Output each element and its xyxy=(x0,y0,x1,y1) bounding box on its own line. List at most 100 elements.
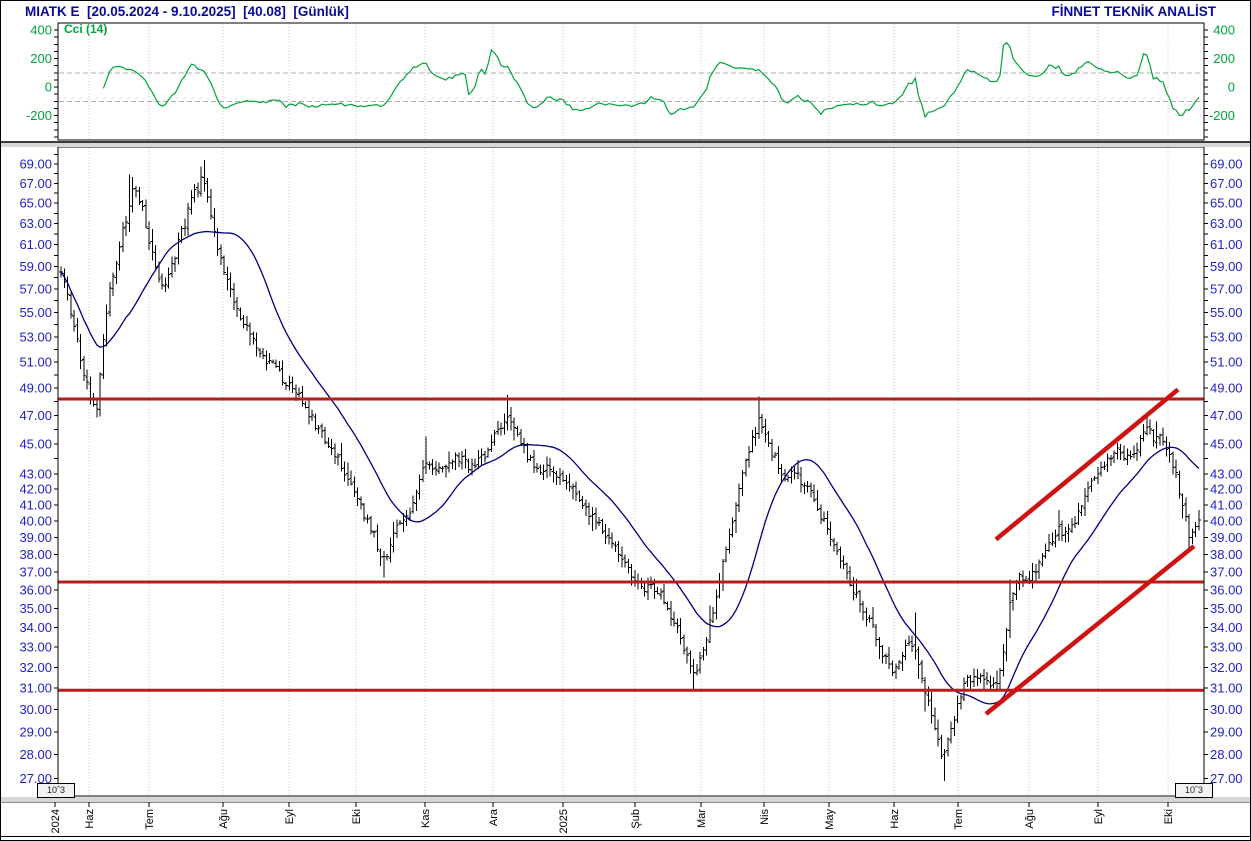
svg-text:Tem: Tem xyxy=(144,809,156,830)
svg-text:37.00: 37.00 xyxy=(1210,565,1243,580)
svg-text:33.00: 33.00 xyxy=(19,640,52,655)
time-axis: 2024 Haz Tem Ağu Eyl Eki Kas Ara 2025 Şub Mar Nis Ma… xyxy=(50,802,1175,833)
svg-text:41.00: 41.00 xyxy=(1210,497,1243,512)
svg-text:-200: -200 xyxy=(1209,108,1235,123)
svg-text:37.00: 37.00 xyxy=(19,565,52,580)
svg-text:43.00: 43.00 xyxy=(19,466,52,481)
svg-text:Ağu: Ağu xyxy=(218,809,230,829)
svg-text:29.00: 29.00 xyxy=(1210,724,1243,739)
svg-text:Şub: Şub xyxy=(630,809,642,829)
svg-text:Ara: Ara xyxy=(488,808,500,826)
svg-text:40.00: 40.00 xyxy=(19,514,52,529)
svg-text:36.00: 36.00 xyxy=(1210,583,1243,598)
svg-text:40.00: 40.00 xyxy=(1210,514,1243,529)
cci-line xyxy=(102,41,1200,119)
svg-text:0: 0 xyxy=(45,80,52,95)
svg-text:63.00: 63.00 xyxy=(19,216,52,231)
svg-text:0: 0 xyxy=(1228,80,1235,95)
svg-text:49.00: 49.00 xyxy=(1210,381,1243,396)
svg-text:Mar: Mar xyxy=(696,809,708,828)
svg-text:42.00: 42.00 xyxy=(19,482,52,497)
price-axis: 69.00 69.00 67.00 67.00 65.00 65.00 63.00 63.00… xyxy=(19,154,1243,786)
svg-text:69.00: 69.00 xyxy=(19,157,52,172)
svg-text:36.00: 36.00 xyxy=(19,583,52,598)
svg-text:69.00: 69.00 xyxy=(1210,157,1243,172)
svg-text:30.00: 30.00 xyxy=(19,702,52,717)
svg-text:Eki: Eki xyxy=(1163,809,1175,824)
svg-text:61.00: 61.00 xyxy=(19,237,52,252)
svg-text:45.00: 45.00 xyxy=(1210,436,1243,451)
svg-text:61.00: 61.00 xyxy=(1210,237,1243,252)
cci-guides xyxy=(59,72,1203,102)
svg-text:53.00: 53.00 xyxy=(1210,329,1243,344)
panel-frames xyxy=(1,22,1250,837)
svg-text:2024: 2024 xyxy=(50,809,62,833)
svg-text:57.00: 57.00 xyxy=(1210,282,1243,297)
svg-text:29.00: 29.00 xyxy=(19,724,52,739)
svg-text:Tem: Tem xyxy=(953,809,965,830)
svg-text:39.00: 39.00 xyxy=(19,530,52,545)
chart-title: MIATK E [20.05.2024 - 9.10.2025] [40.08]… xyxy=(25,4,349,19)
svg-text:32.00: 32.00 xyxy=(1210,660,1243,675)
svg-text:400: 400 xyxy=(1213,23,1235,38)
svg-text:63.00: 63.00 xyxy=(1210,216,1243,231)
svg-text:47.00: 47.00 xyxy=(19,408,52,423)
price-bars xyxy=(59,160,1201,781)
cci-axis: 400 400 200 200 0 0 -200 -200 xyxy=(26,23,1235,138)
svg-text:Nis: Nis xyxy=(759,809,771,825)
svg-text:35.00: 35.00 xyxy=(1210,601,1243,616)
svg-text:Eyl: Eyl xyxy=(1093,809,1105,824)
svg-text:400: 400 xyxy=(30,23,52,38)
svg-text:33.00: 33.00 xyxy=(1210,640,1243,655)
svg-text:55.00: 55.00 xyxy=(19,305,52,320)
svg-text:41.00: 41.00 xyxy=(19,497,52,512)
svg-text:43.00: 43.00 xyxy=(1210,466,1243,481)
svg-text:53.00: 53.00 xyxy=(19,329,52,344)
svg-text:51.00: 51.00 xyxy=(19,354,52,369)
svg-text:65.00: 65.00 xyxy=(19,196,52,211)
svg-text:Eki: Eki xyxy=(351,809,363,824)
svg-text:39.00: 39.00 xyxy=(1210,530,1243,545)
svg-text:27.00: 27.00 xyxy=(19,771,52,786)
svg-text:31.00: 31.00 xyxy=(19,681,52,696)
svg-text:200: 200 xyxy=(1213,51,1235,66)
svg-text:200: 200 xyxy=(30,51,52,66)
svg-text:49.00: 49.00 xyxy=(19,381,52,396)
svg-text:30.00: 30.00 xyxy=(1210,702,1243,717)
svg-text:57.00: 57.00 xyxy=(19,282,52,297)
svg-text:-200: -200 xyxy=(26,108,52,123)
svg-text:38.00: 38.00 xyxy=(1210,547,1243,562)
svg-text:Haz: Haz xyxy=(889,809,901,829)
brand-title: FİNNET TEKNİK ANALİST xyxy=(1051,4,1217,19)
svg-text:67.00: 67.00 xyxy=(1210,176,1243,191)
scale-note-left: 10ˆ3 xyxy=(37,783,75,798)
svg-text:59.00: 59.00 xyxy=(19,259,52,274)
svg-text:28.00: 28.00 xyxy=(19,747,52,762)
svg-text:Haz: Haz xyxy=(84,809,96,829)
svg-text:31.00: 31.00 xyxy=(1210,681,1243,696)
svg-text:35.00: 35.00 xyxy=(19,601,52,616)
svg-text:42.00: 42.00 xyxy=(1210,482,1243,497)
month-gridlines xyxy=(88,24,1169,795)
trend-overlays xyxy=(58,387,1204,716)
scale-note-right: 10ˆ3 xyxy=(1175,783,1213,798)
svg-text:47.00: 47.00 xyxy=(1210,408,1243,423)
svg-text:65.00: 65.00 xyxy=(1210,196,1243,211)
svg-text:32.00: 32.00 xyxy=(19,660,52,675)
svg-text:34.00: 34.00 xyxy=(1210,620,1243,635)
svg-text:Eyl: Eyl xyxy=(284,809,296,824)
svg-text:51.00: 51.00 xyxy=(1210,354,1243,369)
svg-text:55.00: 55.00 xyxy=(1210,305,1243,320)
svg-text:45.00: 45.00 xyxy=(19,436,52,451)
moving-average-line xyxy=(60,230,1200,705)
svg-text:May: May xyxy=(824,809,836,830)
svg-text:2025: 2025 xyxy=(558,809,570,833)
svg-text:34.00: 34.00 xyxy=(19,620,52,635)
svg-text:67.00: 67.00 xyxy=(19,176,52,191)
svg-text:38.00: 38.00 xyxy=(19,547,52,562)
cci-indicator-legend: Cci (14) xyxy=(62,22,110,36)
svg-text:27.00: 27.00 xyxy=(1210,771,1243,786)
svg-text:28.00: 28.00 xyxy=(1210,747,1243,762)
